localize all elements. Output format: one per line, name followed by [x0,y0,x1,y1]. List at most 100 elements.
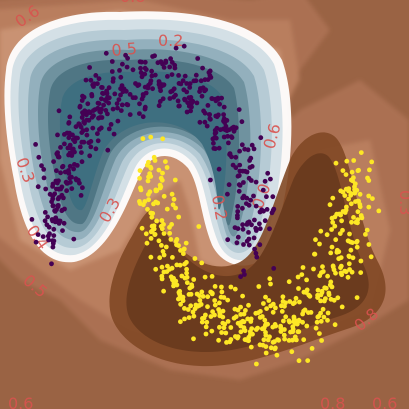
data-point [317,331,322,336]
data-point [357,204,363,210]
data-point [219,289,225,295]
data-point [212,284,218,289]
data-point [205,294,211,300]
data-point [288,329,293,335]
data-point [125,102,131,108]
data-point [280,294,286,300]
data-point [258,135,264,141]
data-point [202,274,208,280]
data-point [197,119,203,125]
data-point [153,187,159,193]
data-point [79,139,85,145]
data-point [197,293,202,299]
data-point [283,314,289,320]
data-point [115,105,120,111]
data-point [145,206,150,212]
data-point [167,96,173,101]
data-point [260,187,266,193]
data-point [238,274,244,280]
data-point [297,299,302,305]
data-point [216,307,222,312]
data-point [348,201,354,207]
data-point [282,336,287,342]
data-point [50,203,56,209]
data-point [346,261,352,267]
data-point [137,111,142,116]
data-point [235,209,241,214]
data-point [49,261,54,267]
data-point [225,237,231,243]
data-point [261,337,267,343]
data-point [225,133,231,139]
data-point [349,219,354,225]
data-point [35,232,41,238]
data-point [88,139,94,144]
data-point [319,288,325,294]
data-point [236,107,242,112]
data-point [249,326,255,331]
data-point [211,140,216,146]
data-point [83,77,89,83]
data-point [143,231,149,237]
data-point [274,352,280,358]
data-point [60,163,66,169]
data-point [110,106,116,112]
data-point [236,173,242,178]
data-point [87,153,93,159]
data-point [312,251,317,257]
data-point [191,78,197,84]
data-point [172,65,178,71]
data-point [325,273,330,279]
data-point [346,196,351,202]
data-point [286,279,292,285]
data-point [199,93,205,99]
data-point [228,325,234,330]
data-point [358,258,364,264]
data-point [139,225,145,231]
data-point [240,222,246,228]
data-point [232,306,238,312]
data-point [72,139,78,145]
data-point [203,87,209,93]
data-point [354,244,360,250]
data-point [182,306,187,311]
data-point [184,89,190,95]
data-point [217,324,222,330]
data-point [127,92,133,97]
data-point [148,254,154,260]
data-point [145,85,151,91]
data-point [201,108,207,114]
data-point [153,266,159,272]
data-point [219,95,225,101]
data-point [227,152,233,157]
data-point [202,77,208,83]
data-point [238,320,244,325]
data-point [354,295,360,300]
data-point [150,86,156,92]
data-point [167,230,173,236]
data-point [137,101,142,107]
data-point [238,304,244,310]
data-point [335,295,341,301]
data-point [67,130,72,136]
data-point [156,167,162,173]
data-point [160,249,166,254]
data-point [235,334,241,340]
data-point [149,73,155,79]
data-point [259,314,265,319]
data-point [253,250,259,256]
data-point [333,270,338,276]
data-point [138,70,144,76]
data-point [157,99,163,104]
data-point [210,309,216,315]
data-point [201,315,207,321]
data-point [138,65,143,71]
data-point [281,318,286,324]
data-point [343,207,349,213]
data-point [88,144,94,150]
data-point [304,277,309,283]
data-point [294,318,300,324]
data-point [259,326,265,332]
data-point [251,235,257,241]
